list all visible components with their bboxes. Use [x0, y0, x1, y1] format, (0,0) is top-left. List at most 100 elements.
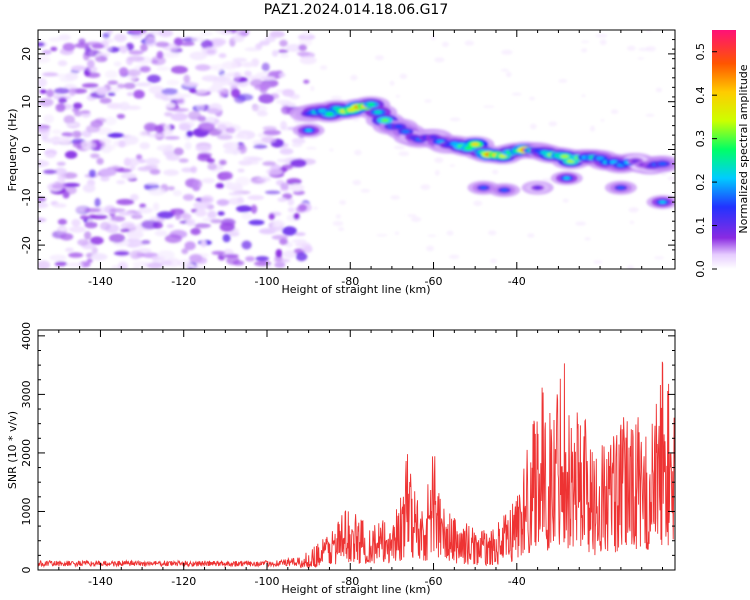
snr-series-line	[38, 361, 675, 569]
noise-blob	[241, 212, 252, 220]
noise-blob	[113, 61, 122, 67]
faint-speck	[441, 41, 449, 48]
noise-blob	[38, 42, 45, 47]
noise-blob	[108, 164, 121, 170]
noise-blob	[88, 169, 96, 178]
noise-blob	[133, 89, 145, 99]
noise-blob	[38, 128, 51, 133]
faint-speck	[426, 245, 435, 252]
faint-speck	[645, 113, 655, 117]
x-tick-label: -120	[171, 275, 196, 288]
noise-blob	[148, 85, 164, 95]
noise-blob	[90, 214, 108, 220]
faint-speck	[626, 45, 636, 51]
noise-blob	[303, 79, 310, 84]
noise-blob	[216, 134, 233, 140]
faint-speck	[420, 184, 431, 191]
noise-blob	[250, 204, 258, 214]
noise-blob	[164, 150, 175, 158]
noise-blob	[155, 41, 170, 48]
noise-blob	[217, 124, 228, 131]
colorbar-gradient	[712, 30, 736, 269]
noise-blob	[170, 113, 188, 121]
faint-speck	[558, 79, 568, 83]
noise-blob	[181, 93, 192, 98]
noise-blob	[166, 79, 180, 86]
noise-blob	[269, 30, 285, 38]
faint-speck	[492, 169, 499, 175]
noise-blob	[196, 103, 205, 111]
noise-blob	[194, 223, 211, 229]
noise-blob	[180, 41, 195, 46]
noise-blob	[238, 160, 253, 166]
noise-blob	[164, 112, 173, 117]
noise-blob	[299, 56, 317, 65]
noise-blob	[149, 168, 161, 175]
faint-speck	[449, 117, 461, 122]
noise-blob	[113, 33, 127, 43]
noise-blob	[80, 110, 91, 114]
noise-blob	[111, 265, 120, 269]
noise-blob	[200, 31, 213, 36]
noise-blob	[117, 83, 125, 89]
noise-blob	[256, 110, 268, 117]
noise-blob	[163, 124, 171, 133]
ridge-peak	[595, 156, 605, 161]
ridge-peak	[617, 186, 625, 190]
noise-blob	[282, 226, 297, 236]
noise-blob	[79, 261, 91, 268]
noise-blob	[221, 131, 229, 136]
noise-blob	[69, 226, 86, 233]
noise-blob	[81, 130, 92, 138]
noise-blob	[197, 154, 212, 162]
noise-blob	[195, 144, 212, 152]
noise-blob	[250, 79, 264, 87]
noise-blob	[219, 159, 227, 166]
noise-blob	[61, 132, 73, 137]
noise-blob	[108, 220, 118, 226]
colorbar-label: Normalized spectral amplitude	[737, 64, 750, 233]
noise-blob	[91, 246, 98, 255]
noise-blob	[134, 210, 142, 217]
faint-speck	[313, 206, 318, 210]
noise-blob	[279, 148, 294, 155]
noise-blob	[174, 211, 182, 221]
noise-blob	[128, 50, 144, 55]
noise-blob	[42, 72, 59, 77]
noise-blob	[181, 167, 194, 173]
faint-speck	[410, 216, 422, 222]
noise-blob	[118, 140, 126, 148]
noise-blob	[137, 158, 146, 164]
noise-blob	[136, 248, 152, 254]
noise-blob	[85, 124, 101, 133]
noise-blob	[104, 70, 118, 79]
faint-speck	[310, 85, 315, 92]
noise-blob	[62, 182, 81, 188]
noise-blob	[236, 205, 252, 213]
noise-blob	[170, 65, 188, 74]
noise-blob	[271, 50, 279, 57]
noise-blob	[107, 132, 125, 138]
noise-blob	[57, 174, 66, 182]
noise-blob	[43, 169, 57, 174]
noise-blob	[77, 239, 89, 246]
noise-blob	[266, 167, 283, 176]
snr-x-tick-label: -40	[508, 575, 526, 588]
noise-blob	[38, 160, 50, 168]
noise-blob	[285, 44, 302, 52]
noise-blob	[79, 215, 89, 220]
colorbar-tick-label: 0.1	[694, 217, 707, 235]
noise-blob	[96, 157, 104, 165]
noise-blob	[162, 51, 180, 58]
noise-blob	[43, 114, 55, 124]
snr-xlabel: Height of straight line (km)	[281, 583, 430, 596]
noise-blob	[90, 153, 100, 159]
noise-blob	[81, 140, 93, 150]
noise-blob	[231, 34, 245, 43]
noise-blob	[38, 202, 49, 209]
noise-blob	[141, 240, 151, 245]
faint-speck	[562, 198, 569, 203]
noise-blob	[268, 213, 275, 220]
noise-blob	[91, 253, 108, 261]
noise-blob	[183, 74, 191, 84]
